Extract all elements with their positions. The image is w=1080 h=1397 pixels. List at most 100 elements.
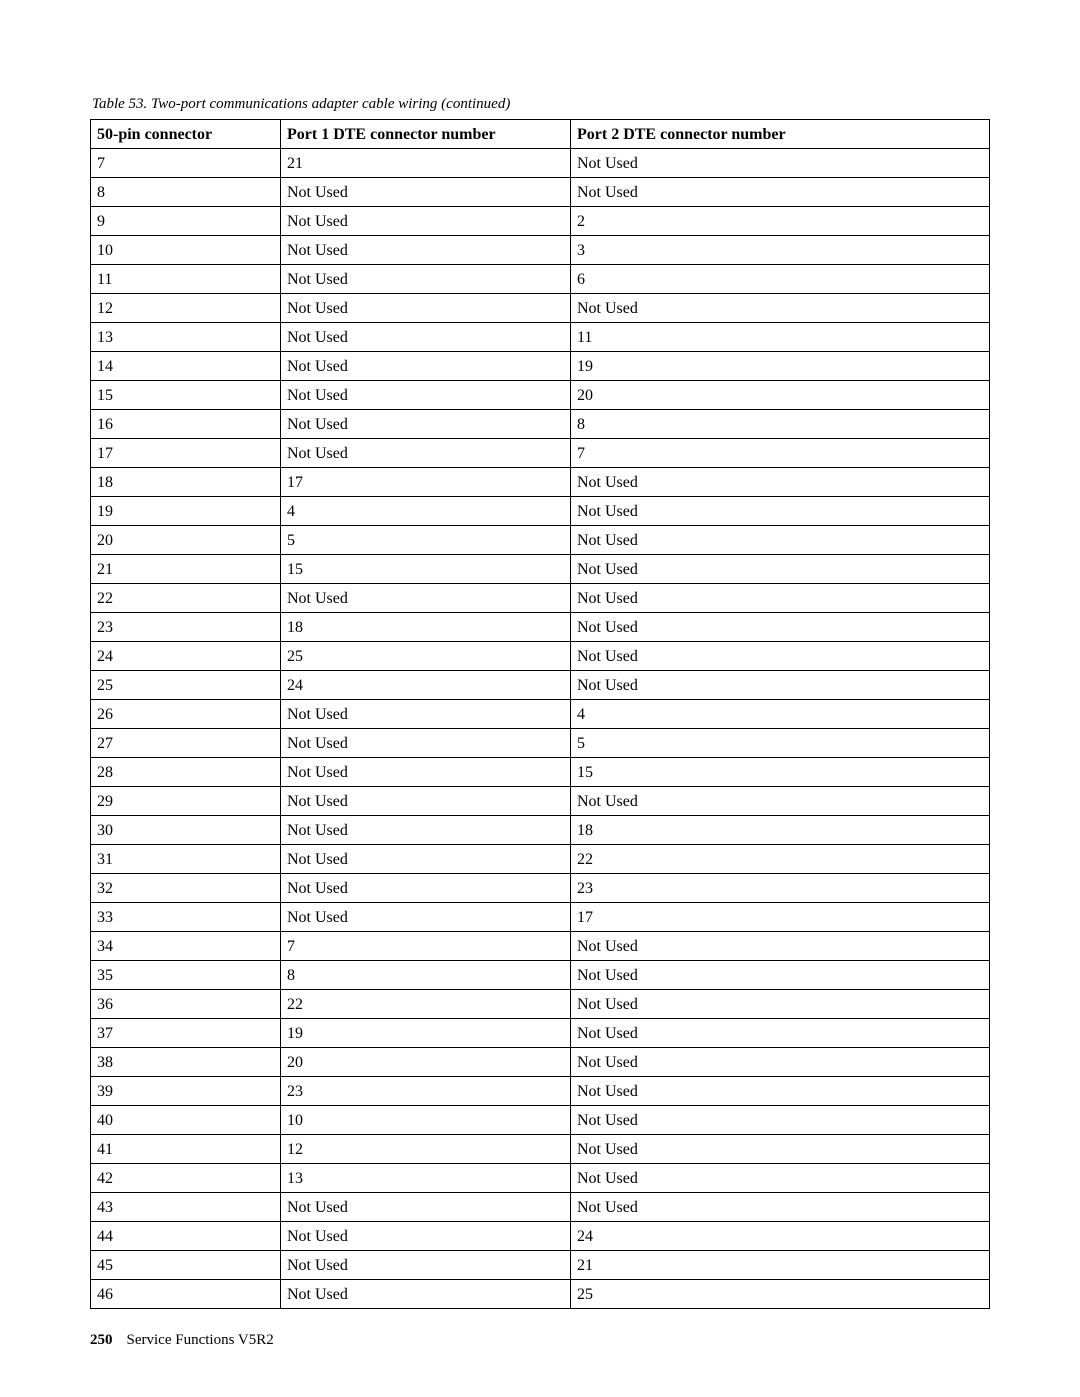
- table-cell: 10: [91, 236, 281, 265]
- table-cell: 29: [91, 787, 281, 816]
- table-row: 347Not Used: [91, 932, 990, 961]
- table-row: 22Not UsedNot Used: [91, 584, 990, 613]
- table-cell: 22: [571, 845, 990, 874]
- table-cell: 45: [91, 1251, 281, 1280]
- table-cell: 4: [281, 497, 571, 526]
- table-header-row: 50-pin connector Port 1 DTE connector nu…: [91, 120, 990, 149]
- table-cell: Not Used: [281, 1251, 571, 1280]
- table-cell: 24: [281, 671, 571, 700]
- table-row: 10Not Used3: [91, 236, 990, 265]
- table-row: 3923Not Used: [91, 1077, 990, 1106]
- table-cell: 37: [91, 1019, 281, 1048]
- table-cell: Not Used: [281, 729, 571, 758]
- table-cell: Not Used: [281, 874, 571, 903]
- table-row: 721Not Used: [91, 149, 990, 178]
- table-cell: 17: [91, 439, 281, 468]
- table-row: 27Not Used5: [91, 729, 990, 758]
- table-row: 4010Not Used: [91, 1106, 990, 1135]
- table-cell: 7: [281, 932, 571, 961]
- table-cell: 23: [571, 874, 990, 903]
- table-cell: Not Used: [281, 236, 571, 265]
- table-cell: 8: [91, 178, 281, 207]
- table-row: 205Not Used: [91, 526, 990, 555]
- table-cell: 13: [91, 323, 281, 352]
- table-cell: 28: [91, 758, 281, 787]
- table-cell: 10: [281, 1106, 571, 1135]
- table-cell: 8: [281, 961, 571, 990]
- table-cell: 6: [571, 265, 990, 294]
- table-cell: Not Used: [281, 845, 571, 874]
- table-cell: Not Used: [571, 1193, 990, 1222]
- table-cell: 4: [571, 700, 990, 729]
- table-cell: 25: [571, 1280, 990, 1309]
- table-row: 194Not Used: [91, 497, 990, 526]
- table-cell: Not Used: [281, 1193, 571, 1222]
- table-cell: 11: [91, 265, 281, 294]
- table-row: 2115Not Used: [91, 555, 990, 584]
- table-cell: Not Used: [281, 178, 571, 207]
- table-cell: Not Used: [571, 1077, 990, 1106]
- table-cell: 33: [91, 903, 281, 932]
- table-cell: Not Used: [571, 1106, 990, 1135]
- table-cell: 20: [281, 1048, 571, 1077]
- table-cell: 38: [91, 1048, 281, 1077]
- table-row: 46Not Used25: [91, 1280, 990, 1309]
- table-cell: 32: [91, 874, 281, 903]
- col-header-port2: Port 2 DTE connector number: [571, 120, 990, 149]
- table-cell: Not Used: [571, 1135, 990, 1164]
- table-cell: Not Used: [281, 381, 571, 410]
- table-cell: Not Used: [571, 613, 990, 642]
- table-row: 15Not Used20: [91, 381, 990, 410]
- table-cell: 18: [571, 816, 990, 845]
- table-cell: Not Used: [571, 468, 990, 497]
- page: Table 53. Two-port communications adapte…: [0, 0, 1080, 1397]
- table-cell: Not Used: [571, 178, 990, 207]
- table-row: 358Not Used: [91, 961, 990, 990]
- table-row: 43Not UsedNot Used: [91, 1193, 990, 1222]
- table-cell: Not Used: [281, 787, 571, 816]
- table-row: 29Not UsedNot Used: [91, 787, 990, 816]
- table-cell: Not Used: [571, 555, 990, 584]
- table-cell: Not Used: [281, 207, 571, 236]
- table-row: 2524Not Used: [91, 671, 990, 700]
- table-cell: Not Used: [571, 642, 990, 671]
- table-cell: 16: [91, 410, 281, 439]
- table-cell: 46: [91, 1280, 281, 1309]
- table-cell: 30: [91, 816, 281, 845]
- table-cell: Not Used: [281, 439, 571, 468]
- table-cell: 20: [571, 381, 990, 410]
- table-cell: 17: [571, 903, 990, 932]
- table-cell: 42: [91, 1164, 281, 1193]
- table-cell: Not Used: [281, 584, 571, 613]
- table-cell: 17: [281, 468, 571, 497]
- table-cell: 24: [571, 1222, 990, 1251]
- table-cell: Not Used: [571, 149, 990, 178]
- table-cell: 3: [571, 236, 990, 265]
- table-row: 3719Not Used: [91, 1019, 990, 1048]
- table-cell: 12: [281, 1135, 571, 1164]
- table-cell: Not Used: [281, 323, 571, 352]
- table-cell: 36: [91, 990, 281, 1019]
- table-row: 9Not Used2: [91, 207, 990, 236]
- table-row: 2425Not Used: [91, 642, 990, 671]
- table-caption: Table 53. Two-port communications adapte…: [92, 96, 990, 113]
- table-cell: Not Used: [281, 1222, 571, 1251]
- doc-title: Service Functions V5R2: [127, 1332, 274, 1348]
- table-cell: 27: [91, 729, 281, 758]
- table-row: 17Not Used7: [91, 439, 990, 468]
- table-cell: Not Used: [281, 410, 571, 439]
- table-cell: 22: [91, 584, 281, 613]
- table-cell: Not Used: [571, 497, 990, 526]
- table-cell: 7: [571, 439, 990, 468]
- table-cell: 24: [91, 642, 281, 671]
- table-cell: Not Used: [571, 1048, 990, 1077]
- table-cell: 5: [571, 729, 990, 758]
- table-cell: Not Used: [571, 584, 990, 613]
- table-cell: 39: [91, 1077, 281, 1106]
- table-row: 4112Not Used: [91, 1135, 990, 1164]
- table-cell: Not Used: [281, 700, 571, 729]
- table-cell: 15: [281, 555, 571, 584]
- table-cell: 19: [571, 352, 990, 381]
- table-cell: Not Used: [571, 1164, 990, 1193]
- table-cell: 25: [281, 642, 571, 671]
